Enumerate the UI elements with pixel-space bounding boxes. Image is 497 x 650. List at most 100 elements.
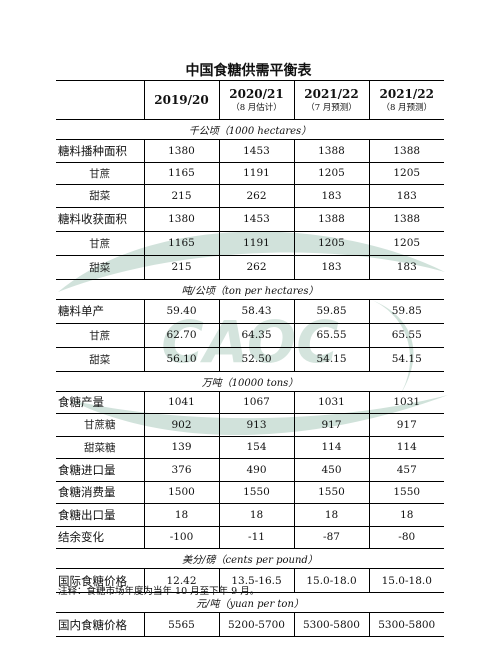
row-label: 食糖消费量 [56,481,144,504]
cell: 1388 [368,139,444,163]
table-row: 甜菜 215 262 183 183 [56,184,444,208]
cell: 18 [218,503,294,527]
cell: 376 [143,458,219,482]
row-label: 糖料播种面积 [56,139,144,163]
cell: 183 [368,255,444,280]
cell: 5300-5800 [368,612,444,637]
cell: 1205 [368,162,444,185]
cell: 52.50 [218,347,294,372]
table-row: 食糖消费量 1500 1550 1550 1550 [56,481,444,504]
row-label: 糖料单产 [56,299,144,324]
cell: -87 [293,526,369,549]
cell: 59.40 [143,299,219,324]
row-label: 甘蔗 [56,323,144,348]
row-label: 结余变化 [56,526,144,549]
sugar-balance-table: 2019/20 2020/21 （8 月估计） 2021/22 （7 月预测） 20… [56,80,444,637]
cell: 58.43 [218,299,294,324]
cell: 1388 [293,139,369,163]
unit-yield: 吨/公顷（ton per hectares） [56,279,444,300]
cell: 64.35 [218,323,294,348]
cell: 154 [218,436,294,459]
unit-cents: 美分/磅（cents per pound） [56,548,444,569]
cell: 139 [143,436,219,459]
cell: 1205 [293,231,369,256]
cell: 1550 [368,481,444,504]
header-col-2021-22-jul: 2021/22 （7 月预测） [293,80,369,120]
cell: -100 [143,526,219,549]
row-label: 甜菜 [56,255,144,280]
table-row: 甜菜 56.10 52.50 54.15 54.15 [56,347,444,372]
cell: 65.55 [368,323,444,348]
cell: 62.70 [143,323,219,348]
cell: 56.10 [143,347,219,372]
row-label: 甘蔗 [56,231,144,256]
row-label: 国内食糖价格 [56,612,144,637]
cell: 215 [143,184,219,208]
cell: 1550 [218,481,294,504]
cell: 54.15 [293,347,369,372]
cell: 15.0-18.0 [368,568,444,593]
table-row: 食糖进口量 376 490 450 457 [56,458,444,482]
cell: 917 [293,413,369,437]
row-label: 甜菜 [56,347,144,372]
cell: 450 [293,458,369,482]
row-label: 甘蔗 [56,162,144,185]
cell: 1453 [218,139,294,163]
row-label: 食糖产量 [56,391,144,414]
cell: 1041 [143,391,219,414]
table-row: 食糖产量 1041 1067 1031 1031 [56,391,444,414]
cell: 114 [293,436,369,459]
cell: 183 [368,184,444,208]
cell: 1550 [293,481,369,504]
cell: 65.55 [293,323,369,348]
cell: 1165 [143,231,219,256]
cell: 1380 [143,139,219,163]
cell: 59.85 [293,299,369,324]
cell: 1453 [218,207,294,232]
cell: -80 [368,526,444,549]
cell: 5565 [143,612,219,637]
unit-area: 千公顷（1000 hectares） [56,119,444,140]
header-col-2020-21: 2020/21 （8 月估计） [218,80,294,120]
cell: 215 [143,255,219,280]
table-row: 糖料收获面积 1380 1453 1388 1388 [56,207,444,232]
table-row: 结余变化 -100 -11 -87 -80 [56,526,444,549]
cell: 490 [218,458,294,482]
header-row: 2019/20 2020/21 （8 月估计） 2021/22 （7 月预测） 20… [56,80,444,120]
cell: 18 [293,503,369,527]
row-label: 甜菜糖 [56,436,144,459]
cell: 913 [218,413,294,437]
cell: 1165 [143,162,219,185]
table-row: 糖料单产 59.40 58.43 59.85 59.85 [56,299,444,324]
table-row: 甘蔗 62.70 64.35 65.55 65.55 [56,323,444,348]
cell: 902 [143,413,219,437]
row-label: 食糖进口量 [56,458,144,482]
row-label: 糖料收获面积 [56,207,144,232]
row-label: 甘蔗糖 [56,413,144,437]
cell: 18 [143,503,219,527]
footnote: 注释：食糖市场年度为当年 10 月至下年 9 月。 [58,586,260,597]
table-row: 甜菜糖 139 154 114 114 [56,436,444,459]
table-row: 甘蔗 1165 1191 1205 1205 [56,162,444,185]
table-row: 国内食糖价格 5565 5200-5700 5300-5800 5300-580… [56,612,444,637]
cell: 13.5-16.5 [218,568,294,593]
cell: 5300-5800 [293,612,369,637]
row-label: 甜菜 [56,184,144,208]
cell: 183 [293,184,369,208]
cell: 1031 [293,391,369,414]
cell: 15.0-18.0 [293,568,369,593]
cell: 917 [368,413,444,437]
cell: 457 [368,458,444,482]
table-row: 甘蔗糖 902 913 917 917 [56,413,444,437]
table-row: 食糖出口量 18 18 18 18 [56,503,444,527]
table-row: 甘蔗 1165 1191 1205 1205 [56,231,444,256]
cell: 1205 [368,231,444,256]
cell: 1388 [293,207,369,232]
cell: 1205 [293,162,369,185]
unit-tons: 万吨（10000 tons） [56,371,444,392]
header-col-2019-20: 2019/20 [143,80,219,120]
cell: 1067 [218,391,294,414]
cell: 54.15 [368,347,444,372]
cell: 1380 [143,207,219,232]
cell: 1031 [368,391,444,414]
